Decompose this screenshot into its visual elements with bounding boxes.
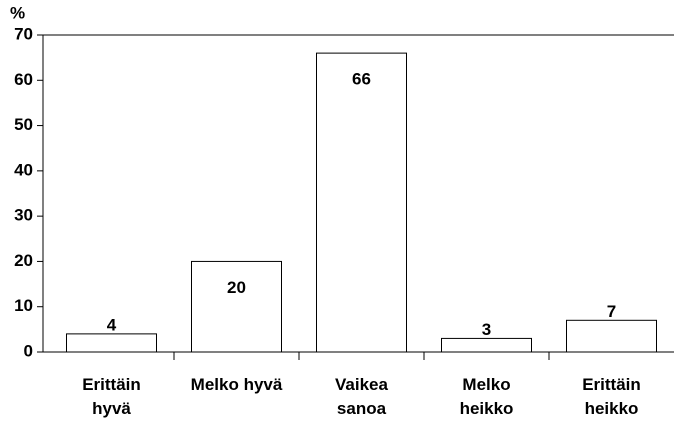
y-tick-label: 20 xyxy=(14,251,33,270)
x-tick-label: Erittäin hyvä xyxy=(82,375,141,418)
x-tick-label-line: Vaikea xyxy=(335,375,388,394)
x-tick-label-line: heikko xyxy=(460,399,514,418)
x-tick-label-line: sanoa xyxy=(337,399,387,418)
value-label: 66 xyxy=(352,70,371,89)
x-tick-label: Melko heikko xyxy=(460,375,514,418)
y-tick-label: 10 xyxy=(14,296,33,315)
bar xyxy=(566,319,657,353)
y-tick-label: 40 xyxy=(14,160,33,179)
value-label: 3 xyxy=(482,320,491,339)
x-tick-label: Vaikea sanoa xyxy=(335,375,388,418)
x-tick-label-line: heikko xyxy=(585,399,639,418)
x-tick-label-line: Erittäin xyxy=(82,375,141,394)
bar xyxy=(441,337,532,353)
y-tick-label: 60 xyxy=(14,70,33,89)
bar xyxy=(191,260,282,353)
value-label: 4 xyxy=(107,315,117,334)
y-tick-label: 30 xyxy=(14,206,33,225)
y-tick-label: 50 xyxy=(14,115,33,134)
x-tick-label-line: hyvä xyxy=(92,399,131,418)
bar xyxy=(66,333,157,353)
y-tick-label: 70 xyxy=(14,24,33,43)
bar xyxy=(316,52,407,353)
value-label: 20 xyxy=(227,278,246,297)
x-tick-label-line: Erittäin xyxy=(582,375,641,394)
x-tick-label-line: Melko hyvä xyxy=(191,375,283,394)
x-tick-label-line: Melko xyxy=(462,375,510,394)
x-tick-label: Melko hyvä xyxy=(191,375,283,394)
y-axis-label: % xyxy=(10,3,25,22)
x-tick-label: Erittäin heikko xyxy=(582,375,641,418)
y-tick-label: 0 xyxy=(24,341,33,360)
value-label: 7 xyxy=(607,302,616,321)
